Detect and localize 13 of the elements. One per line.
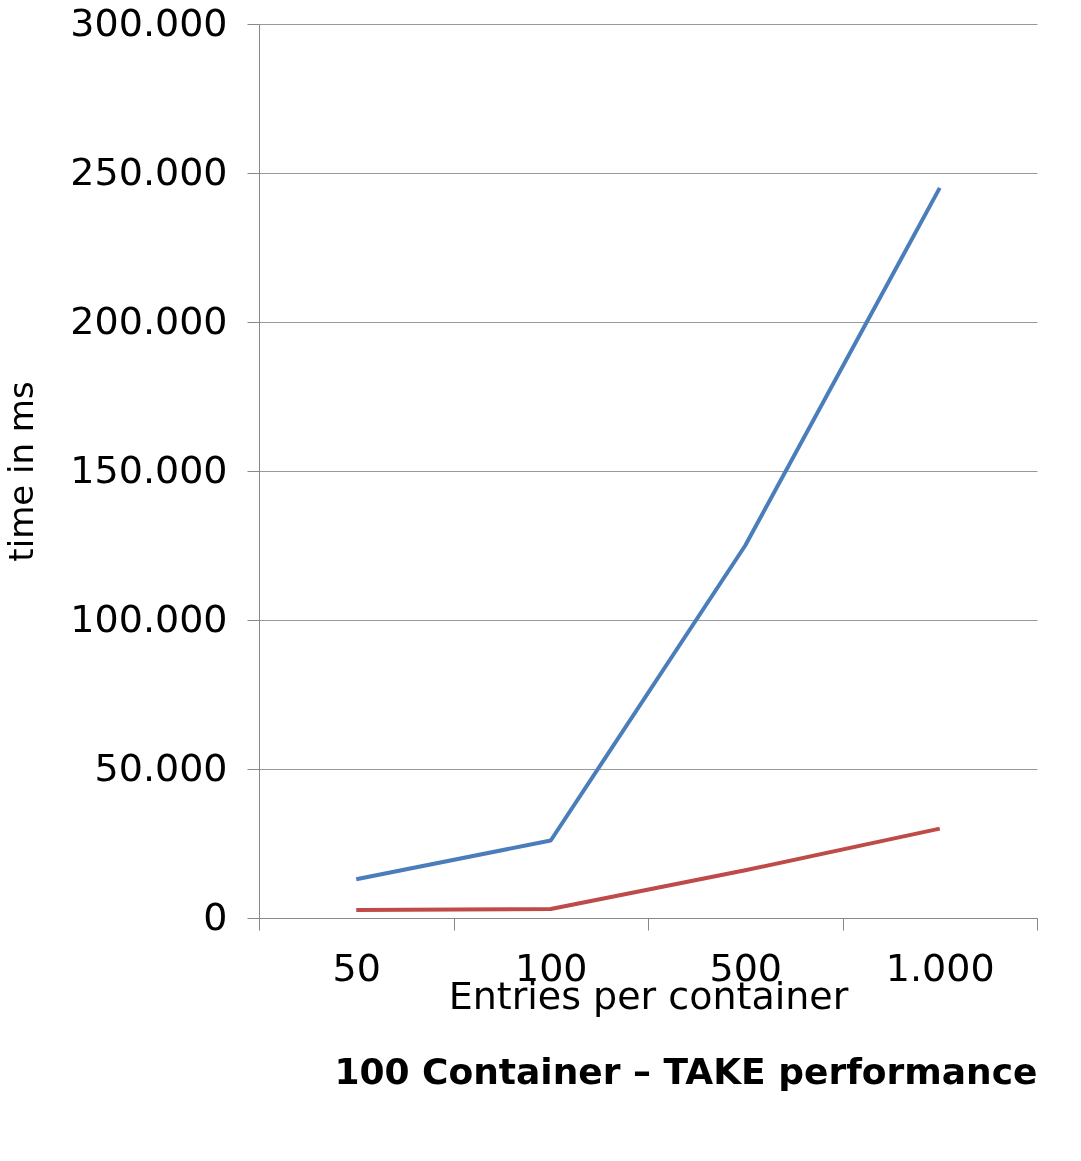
y-tick-label: 150.000 bbox=[70, 447, 228, 492]
y-tick-label: 0 bbox=[203, 894, 228, 939]
line-series bbox=[354, 826, 942, 912]
y-tick-label: 300.000 bbox=[70, 0, 228, 45]
x-tick-label: 1.000 bbox=[885, 945, 995, 990]
x-tick-label: 50 bbox=[332, 945, 381, 990]
y-axis-title: time in ms bbox=[1, 381, 42, 562]
y-tick-label: 50.000 bbox=[94, 745, 228, 790]
y-tick-label: 250.000 bbox=[70, 149, 228, 194]
y-tick-label: 100.000 bbox=[70, 596, 228, 641]
line-series bbox=[354, 185, 942, 882]
y-tick-label: 200.000 bbox=[70, 298, 228, 343]
text: 100 Container – TAKE performance bbox=[334, 1051, 1038, 1092]
